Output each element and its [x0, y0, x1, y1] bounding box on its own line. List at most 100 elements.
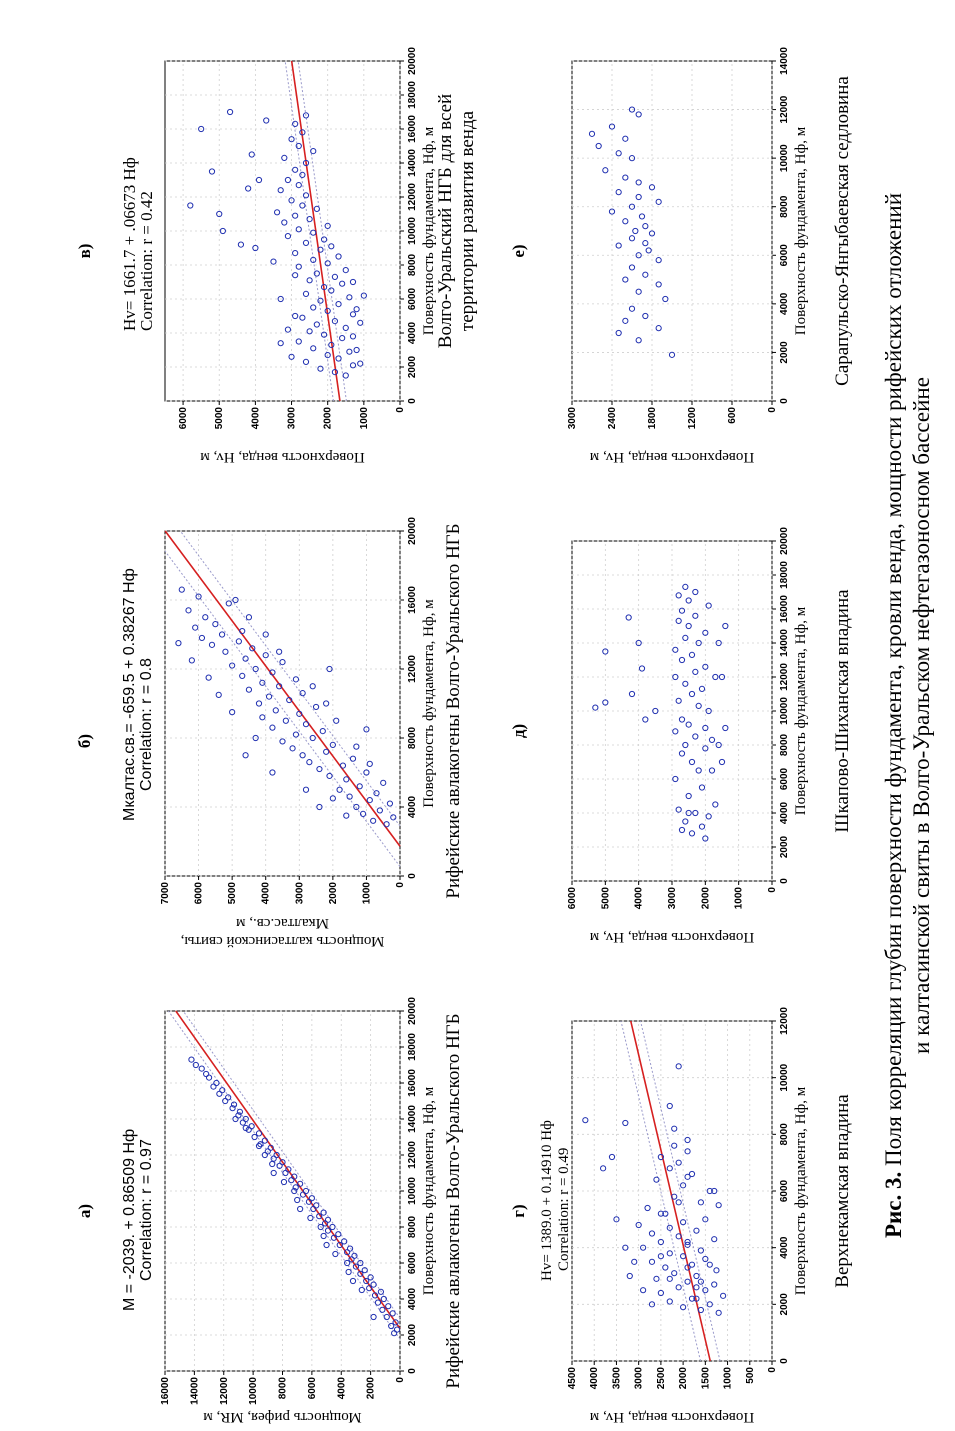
- location-label: Сарапульско-Янгыбаевская седловина: [832, 76, 853, 386]
- y-tick-label: 5000: [227, 882, 238, 905]
- y-axis-label: Мкалтас.св., м: [236, 915, 329, 931]
- data-point: [302, 112, 310, 119]
- y-tick-label: 6000: [567, 887, 578, 910]
- data-point: [668, 351, 676, 358]
- y-tick-label: 6000: [178, 407, 189, 430]
- y-tick-label: 4000: [250, 407, 261, 430]
- data-point: [635, 193, 642, 201]
- data-point: [348, 1256, 355, 1263]
- data-point: [229, 1105, 236, 1112]
- y-tick-label: 5000: [600, 887, 611, 910]
- y-axis-label: Поверхность венда, Нv, м: [200, 449, 365, 465]
- x-tick-label: 20000: [407, 997, 418, 1025]
- data-point: [285, 1166, 292, 1173]
- data-point: [684, 1173, 691, 1180]
- data-point: [715, 741, 722, 749]
- y-tick-label: 16000: [160, 1377, 171, 1405]
- x-tick-label: 4000: [779, 292, 790, 315]
- y-tick-label: 14000: [189, 1377, 200, 1405]
- data-point: [213, 1079, 220, 1087]
- regression-line: [629, 1020, 712, 1362]
- data-point: [226, 108, 234, 116]
- y-tick-label: 2500: [656, 1367, 667, 1390]
- data-point: [312, 703, 320, 711]
- data-point: [230, 1101, 238, 1108]
- data-point: [239, 627, 246, 635]
- data-point: [380, 1295, 387, 1303]
- data-point: [684, 1264, 691, 1271]
- data-point: [342, 324, 349, 331]
- data-point: [284, 326, 292, 333]
- data-point: [635, 1221, 642, 1229]
- data-point: [602, 167, 609, 174]
- data-point: [302, 786, 310, 793]
- y-axis-label: Поверхность венда, Нv, м: [589, 1409, 754, 1425]
- data-point: [367, 1274, 374, 1281]
- data-point: [302, 290, 310, 297]
- y-tick-label: 0: [767, 1367, 778, 1373]
- data-point: [698, 823, 706, 830]
- data-point: [262, 631, 269, 638]
- y-tick-label: 3000: [287, 407, 298, 430]
- data-point: [269, 769, 276, 776]
- data-point: [349, 755, 357, 762]
- data-point: [615, 329, 622, 337]
- data-point: [625, 614, 632, 621]
- data-point: [329, 1223, 336, 1231]
- data-point: [632, 227, 639, 235]
- data-point: [237, 241, 245, 248]
- x-tick-label: 20000: [407, 517, 418, 545]
- data-point: [264, 1148, 271, 1155]
- data-point: [635, 252, 642, 259]
- x-tick-label: 0: [779, 878, 790, 884]
- data-point: [697, 1199, 704, 1206]
- x-tick-label: 12000: [779, 95, 790, 123]
- data-point: [715, 1309, 722, 1316]
- data-point: [277, 295, 284, 303]
- data-point: [255, 1130, 263, 1137]
- data-point: [270, 1169, 277, 1177]
- data-point: [671, 1125, 678, 1132]
- data-point: [671, 1270, 678, 1277]
- data-point: [682, 583, 689, 590]
- data-point: [370, 817, 377, 824]
- panel-a: а) M = -2039. + 0.86509 Нф Correlation: …: [5, 991, 464, 1431]
- y-tick-label: 3500: [611, 1367, 622, 1390]
- data-point: [653, 1176, 660, 1183]
- data-point: [675, 592, 682, 599]
- x-tick-label: 18000: [407, 1033, 418, 1061]
- data-point: [628, 305, 636, 312]
- data-point: [279, 738, 286, 745]
- location-label: Рифейские авлакогены Волго-Уральского НГ…: [443, 523, 464, 899]
- data-point: [684, 1136, 691, 1144]
- data-point: [335, 301, 342, 308]
- chart-group: 0 2000 4000 6000 8000 10000 12000 14000 0 600 1200…: [567, 47, 809, 465]
- data-point: [712, 673, 719, 681]
- data-point: [255, 1142, 263, 1150]
- data-point: [259, 714, 266, 721]
- chart-group: 0 4000 8000 12000 16000 20000 0 1000 2000 3000 400…: [160, 517, 437, 949]
- y-tick-label: 0: [395, 1377, 406, 1383]
- y-tick-label: 5000: [214, 407, 225, 430]
- x-tick-label: 4000: [779, 1236, 790, 1259]
- data-point: [310, 345, 317, 352]
- data-point: [363, 769, 370, 776]
- data-point: [288, 136, 295, 143]
- x-tick-label: 10000: [407, 217, 418, 245]
- data-point: [370, 1313, 377, 1321]
- x-tick-label: 6000: [407, 1251, 418, 1274]
- data-point: [215, 691, 222, 698]
- x-tick-label: 2000: [779, 835, 790, 858]
- data-point: [653, 1275, 660, 1282]
- data-point: [326, 665, 333, 673]
- data-point: [341, 1238, 348, 1245]
- data-point: [592, 704, 599, 711]
- data-point: [672, 646, 679, 653]
- data-point: [363, 726, 370, 733]
- panel-c: в) Hv= 1661.7 + .06673 Нф Correlation: r…: [5, 31, 478, 471]
- data-point: [336, 1241, 343, 1249]
- data-point: [269, 724, 276, 731]
- data-point: [310, 256, 317, 263]
- data-point: [205, 674, 212, 681]
